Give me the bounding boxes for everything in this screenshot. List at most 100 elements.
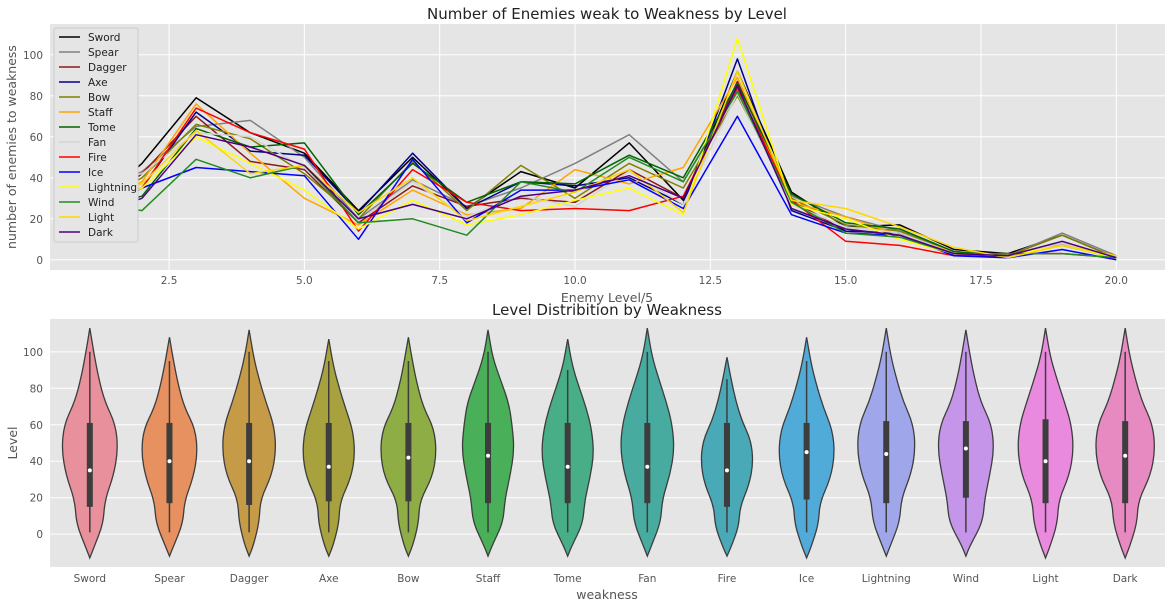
- line-series: [87, 37, 1117, 261]
- violin-median-dot: [167, 459, 172, 464]
- legend-label: Light: [88, 212, 114, 224]
- x-tick-label: Sword: [74, 573, 106, 585]
- violin-iqr-box: [803, 422, 810, 500]
- y-tick-label: 20: [30, 214, 43, 226]
- legend-item: Dark: [59, 227, 114, 239]
- violin-y-ticks: 0 20 40 60 80 100: [23, 347, 43, 541]
- y-tick-label: 100: [23, 50, 43, 62]
- legend-item: Light: [59, 212, 114, 224]
- x-tick-label: Dark: [1113, 573, 1139, 585]
- violin-iqr-box: [723, 422, 730, 507]
- violin-staff: [461, 329, 515, 558]
- violin-iqr-box: [1122, 421, 1129, 504]
- x-tick-label: Bow: [397, 573, 420, 585]
- x-tick-label: Fan: [638, 573, 656, 585]
- violin-lightning: [857, 327, 916, 558]
- violin-median-dot: [486, 453, 491, 458]
- y-tick-label: 20: [30, 493, 43, 505]
- violin-x-ticks: Sword Spear Dagger Axe Bow Staff Tome Fan Fire Ic…: [74, 573, 1139, 585]
- legend-box: [53, 27, 139, 243]
- violin-y-axis-label: Level: [5, 427, 20, 460]
- y-tick-label: 80: [30, 383, 43, 395]
- violin-chart-title: Level Distribition by Weakness: [492, 301, 722, 319]
- violin-iqr-box: [325, 422, 332, 502]
- violin-iqr-box: [246, 422, 253, 505]
- violin-iqr-box: [883, 421, 890, 504]
- violin-median-dot: [326, 464, 331, 469]
- violin-median-dot: [1043, 459, 1048, 464]
- legend-label: Ice: [88, 167, 103, 179]
- series-line-fire: [87, 86, 1117, 259]
- x-tick-label: Spear: [154, 573, 185, 585]
- x-tick-label: Wind: [953, 573, 979, 585]
- line-chart-title: Number of Enemies weak to Weakness by Le…: [427, 5, 787, 23]
- legend-item: Wind: [59, 197, 114, 209]
- y-tick-label: 100: [23, 347, 43, 359]
- x-tick-label: Tome: [553, 573, 582, 585]
- series-line-light: [87, 70, 1117, 259]
- x-tick-label: 15.0: [834, 275, 857, 287]
- violin-fan: [620, 327, 675, 558]
- y-tick-label: 40: [30, 173, 43, 185]
- violin-iqr-box: [86, 422, 93, 507]
- legend-item: Sword: [59, 32, 120, 44]
- y-tick-label: 80: [30, 91, 43, 103]
- legend-item: Dagger: [59, 62, 127, 74]
- line-y-axis-label: number of enemies to weakness: [4, 45, 19, 249]
- violin-fire: [700, 357, 754, 558]
- violin-axe: [302, 338, 355, 558]
- legend-item: Spear: [59, 47, 119, 59]
- violin-plot-area: [50, 319, 1165, 567]
- violin-x-axis-label: weakness: [576, 587, 637, 602]
- violin-light: [1017, 327, 1074, 560]
- violin-wind: [937, 329, 994, 558]
- line-y-ticks: 0 20 40 60 80 100: [23, 50, 43, 267]
- violin-dagger: [222, 329, 277, 558]
- x-tick-label: 10.0: [563, 275, 586, 287]
- x-tick-label: Ice: [799, 573, 814, 585]
- y-tick-label: 0: [36, 255, 43, 267]
- violin-tome: [541, 338, 594, 558]
- x-tick-label: 17.5: [969, 275, 992, 287]
- legend-item: Axe: [59, 77, 108, 89]
- line-x-axis-label: Enemy Level/5: [561, 290, 653, 305]
- violin-bow: [380, 337, 437, 558]
- x-tick-label: 20.0: [1105, 275, 1128, 287]
- violin-iqr-box: [405, 422, 412, 502]
- violin-median-dot: [406, 455, 411, 460]
- legend-label: Fire: [88, 152, 107, 164]
- series-line-dark: [87, 84, 1117, 259]
- y-tick-label: 0: [36, 529, 43, 541]
- violin-median-dot: [565, 464, 570, 469]
- series-line-staff: [87, 76, 1117, 259]
- x-tick-label: Lightning: [862, 573, 911, 585]
- violin-iqr-box: [485, 422, 492, 504]
- y-tick-label: 60: [30, 420, 43, 432]
- violin-median-dot: [963, 446, 968, 451]
- legend-item: Tome: [59, 122, 116, 134]
- violin-iqr-box: [564, 422, 571, 504]
- x-tick-label: Fire: [718, 573, 737, 585]
- violin-median-dot: [884, 451, 889, 456]
- legend-item: Lightning: [59, 182, 137, 194]
- violin-iqr-box: [644, 422, 651, 504]
- violin-median-dot: [804, 450, 809, 455]
- x-tick-label: 5.0: [296, 275, 313, 287]
- legend-item: Staff: [59, 107, 113, 119]
- legend-label: Axe: [88, 77, 108, 89]
- legend-item: Fan: [59, 137, 106, 149]
- violins: [61, 327, 1155, 560]
- violin-median-dot: [247, 459, 252, 464]
- violin-median-dot: [1123, 453, 1128, 458]
- legend-item: Bow: [59, 92, 111, 104]
- legend-label: Staff: [88, 107, 113, 119]
- legend-label: Dagger: [88, 62, 127, 74]
- legend-label: Fan: [88, 137, 106, 149]
- violin-median-dot: [645, 464, 650, 469]
- violin-sword: [61, 327, 118, 560]
- legend-label: Bow: [88, 92, 111, 104]
- legend-label: Sword: [88, 32, 120, 44]
- violin-ice: [778, 337, 835, 560]
- x-tick-label: 12.5: [699, 275, 722, 287]
